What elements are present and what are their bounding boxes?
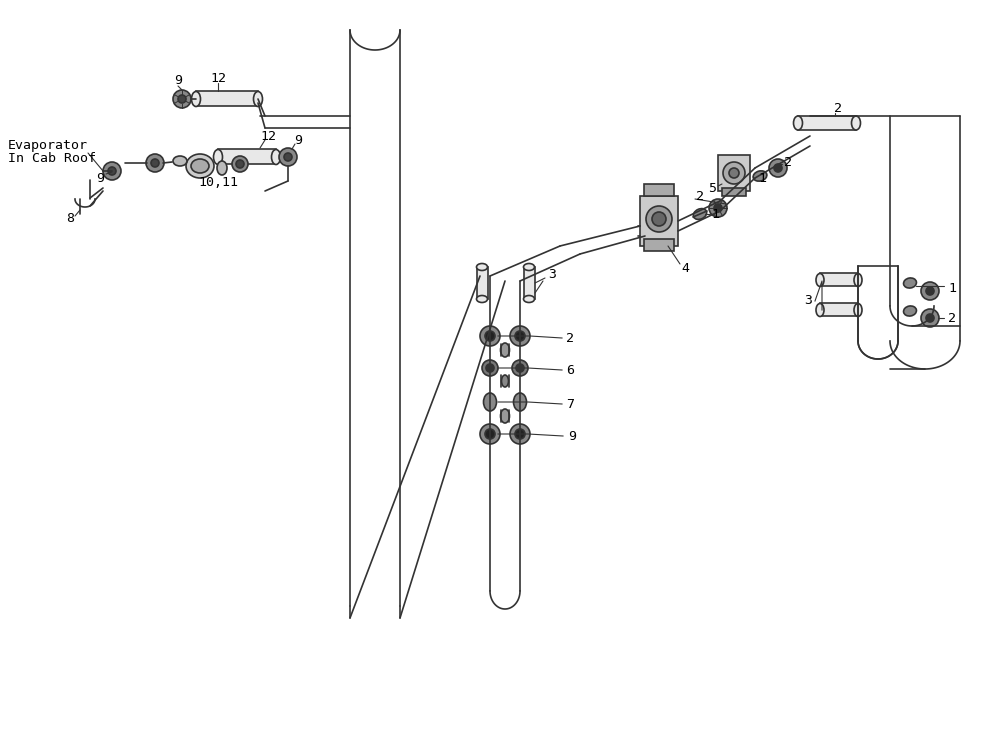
Circle shape — [515, 429, 525, 439]
Circle shape — [279, 148, 297, 166]
Bar — [644, 239, 674, 251]
Ellipse shape — [477, 295, 488, 302]
Circle shape — [178, 95, 186, 103]
Bar — [798, 116, 856, 130]
Text: 12: 12 — [210, 71, 226, 85]
Ellipse shape — [501, 343, 510, 357]
Text: 9: 9 — [174, 74, 182, 88]
Text: 2: 2 — [566, 331, 574, 344]
Circle shape — [480, 424, 500, 444]
Circle shape — [510, 326, 530, 346]
Ellipse shape — [904, 278, 916, 288]
Ellipse shape — [214, 149, 222, 165]
Text: 4: 4 — [681, 261, 689, 275]
Text: 1: 1 — [711, 208, 719, 221]
Ellipse shape — [816, 274, 824, 286]
Ellipse shape — [854, 274, 862, 286]
Text: 9: 9 — [96, 171, 104, 185]
Circle shape — [774, 164, 782, 172]
Circle shape — [482, 360, 498, 376]
Circle shape — [151, 159, 159, 167]
Circle shape — [108, 167, 116, 175]
Text: 2: 2 — [696, 189, 704, 202]
Bar — [644, 184, 674, 196]
Text: In Cab Roof: In Cab Roof — [8, 152, 96, 166]
Ellipse shape — [816, 303, 824, 316]
Circle shape — [480, 326, 500, 346]
Text: 12: 12 — [260, 130, 276, 143]
Bar — [820, 273, 858, 286]
Ellipse shape — [854, 303, 862, 316]
Circle shape — [723, 162, 745, 184]
Ellipse shape — [794, 116, 802, 130]
Ellipse shape — [254, 91, 262, 107]
Ellipse shape — [514, 393, 526, 411]
Ellipse shape — [217, 161, 227, 175]
Ellipse shape — [524, 263, 534, 271]
Text: 7: 7 — [566, 397, 574, 411]
Ellipse shape — [904, 306, 916, 316]
Circle shape — [485, 331, 495, 341]
Text: 10,11: 10,11 — [198, 177, 238, 189]
Bar — [722, 188, 746, 196]
Circle shape — [103, 162, 121, 180]
Ellipse shape — [477, 263, 488, 271]
Text: Evaporator: Evaporator — [8, 140, 88, 152]
Circle shape — [646, 206, 672, 232]
Ellipse shape — [753, 171, 767, 181]
Circle shape — [510, 424, 530, 444]
Circle shape — [284, 153, 292, 161]
Circle shape — [516, 364, 524, 372]
Circle shape — [515, 331, 525, 341]
Ellipse shape — [484, 393, 496, 411]
Text: 9: 9 — [568, 430, 576, 442]
Text: 9: 9 — [294, 135, 302, 147]
Circle shape — [486, 364, 494, 372]
Text: 5: 5 — [708, 182, 716, 194]
Circle shape — [926, 314, 934, 322]
Circle shape — [769, 159, 787, 177]
Bar — [640, 196, 678, 246]
Text: 3: 3 — [804, 294, 812, 308]
Circle shape — [921, 282, 939, 300]
Text: 3: 3 — [548, 267, 556, 280]
Ellipse shape — [186, 154, 214, 178]
Ellipse shape — [693, 208, 707, 219]
Bar — [718, 155, 750, 191]
Text: 2: 2 — [784, 155, 792, 169]
Circle shape — [652, 212, 666, 226]
Bar — [524, 267, 535, 299]
Text: 8: 8 — [66, 211, 74, 224]
Circle shape — [926, 287, 934, 295]
Bar — [196, 91, 258, 106]
Bar — [477, 267, 488, 299]
Ellipse shape — [852, 116, 860, 130]
Circle shape — [729, 168, 739, 178]
Ellipse shape — [501, 409, 510, 423]
Ellipse shape — [272, 149, 280, 165]
Text: 6: 6 — [566, 364, 574, 377]
Ellipse shape — [173, 156, 187, 166]
Text: 2: 2 — [948, 311, 956, 325]
Circle shape — [921, 309, 939, 327]
Text: 1: 1 — [758, 171, 766, 185]
Bar — [820, 303, 858, 316]
Circle shape — [709, 199, 727, 217]
Ellipse shape — [502, 375, 509, 387]
Circle shape — [512, 360, 528, 376]
Text: 2: 2 — [834, 102, 842, 115]
Ellipse shape — [524, 295, 534, 302]
Circle shape — [236, 160, 244, 168]
Circle shape — [173, 90, 191, 108]
Text: 1: 1 — [948, 281, 956, 294]
Ellipse shape — [192, 91, 200, 107]
Ellipse shape — [191, 159, 209, 173]
Bar — [218, 149, 276, 164]
Circle shape — [485, 429, 495, 439]
Circle shape — [146, 154, 164, 172]
Circle shape — [232, 156, 248, 172]
Circle shape — [714, 204, 722, 212]
